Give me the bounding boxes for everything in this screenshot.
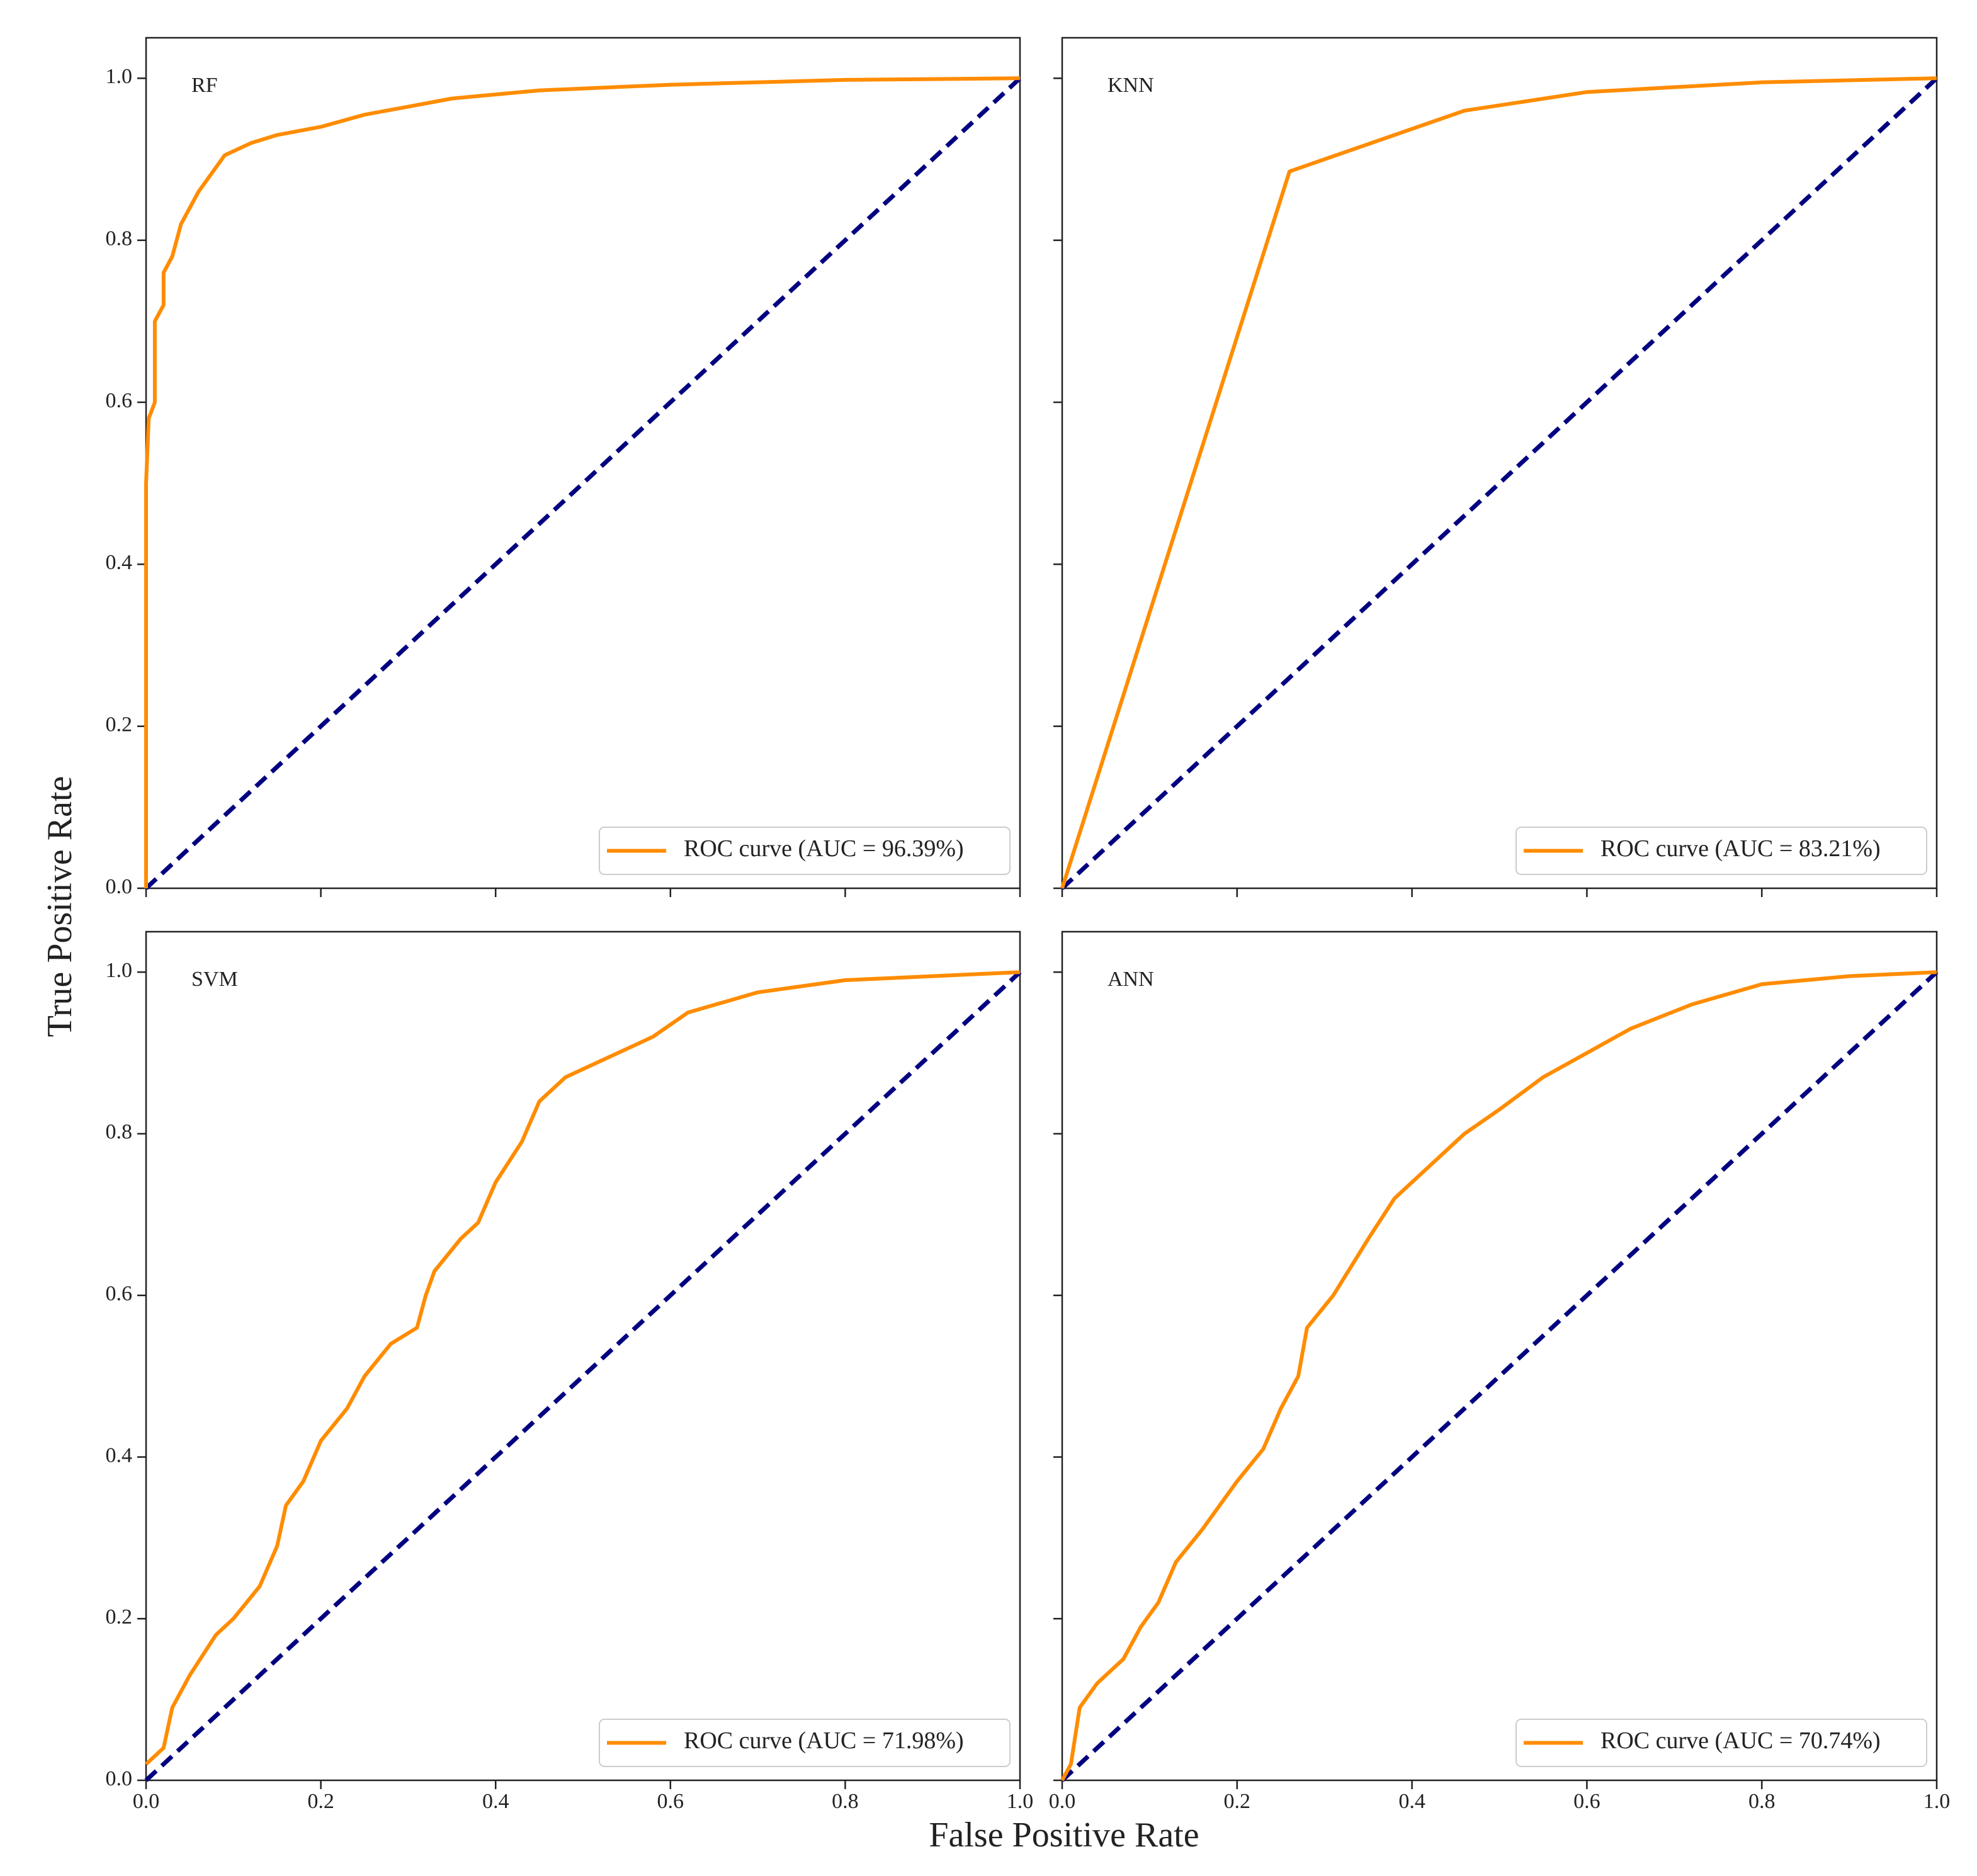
y-tick-label: 1.0	[106, 65, 133, 88]
reference-line	[1060, 76, 1939, 890]
legend-box	[599, 827, 1011, 875]
y-tick-label: 0.0	[106, 875, 133, 898]
x-tick-label: 1.0	[1007, 1790, 1034, 1813]
legend-label: ROC curve (AUC = 70.74%)	[1600, 1727, 1881, 1754]
legend-box	[1515, 827, 1927, 875]
y-tick-label: 0.6	[106, 389, 133, 412]
x-tick-label: 1.0	[1923, 1790, 1951, 1813]
reference-line	[144, 970, 1022, 1782]
roc-curve	[1060, 76, 1937, 889]
plot-frame	[1061, 930, 1938, 1782]
y-tick-label: 1.0	[106, 959, 133, 982]
x-tick-label: 0.0	[133, 1790, 160, 1813]
x-tick-label: 0.2	[307, 1790, 334, 1813]
legend: ROC curve (AUC = 71.98%)	[599, 1719, 1011, 1767]
panel-label: ANN	[1107, 968, 1154, 991]
y-tick-label: 0.4	[106, 551, 133, 574]
roc-curve	[144, 76, 1021, 888]
y-tick-label: 0.2	[106, 713, 133, 736]
x-tick-label: 0.6	[657, 1790, 684, 1813]
y-tick-label: 0.2	[106, 1605, 133, 1629]
roc-curve	[144, 970, 1021, 1766]
panel-label: RF	[191, 74, 218, 97]
y-tick-label: 0.6	[106, 1282, 133, 1306]
plot-frame	[145, 930, 1021, 1782]
x-tick-label: 0.8	[832, 1790, 859, 1813]
x-tick-label: 0.4	[1398, 1790, 1425, 1813]
y-tick-label: 0.8	[106, 1121, 133, 1144]
x-tick-label: 0.4	[482, 1790, 509, 1813]
plot-frame	[1061, 37, 1938, 890]
y-axis-label: True Positive Rate	[40, 776, 79, 1037]
panel-label: KNN	[1107, 74, 1154, 97]
roc-curve	[1060, 970, 1937, 1782]
legend-box	[1515, 1719, 1927, 1767]
x-tick-label: 0.0	[1049, 1790, 1076, 1813]
y-tick-label: 0.8	[106, 227, 133, 250]
legend: ROC curve (AUC = 83.21%)	[1515, 827, 1927, 875]
x-tick-label: 0.8	[1748, 1790, 1776, 1813]
x-tick-label: 0.2	[1224, 1790, 1251, 1813]
reference-line	[144, 76, 1022, 890]
legend-label: ROC curve (AUC = 71.98%)	[684, 1727, 964, 1754]
y-tick-label: 0.4	[106, 1444, 133, 1467]
panel-label: SVM	[191, 968, 238, 991]
reference-line	[1060, 970, 1939, 1782]
legend-label: ROC curve (AUC = 96.39%)	[684, 835, 964, 862]
x-tick-label: 0.6	[1573, 1790, 1600, 1813]
legend-label: ROC curve (AUC = 83.21%)	[1600, 835, 1881, 862]
legend: ROC curve (AUC = 70.74%)	[1515, 1719, 1927, 1767]
y-tick-label: 0.0	[106, 1767, 133, 1790]
plot-frame	[145, 37, 1021, 890]
legend: ROC curve (AUC = 96.39%)	[599, 827, 1011, 875]
legend-box	[599, 1719, 1011, 1767]
x-axis-label: False Positive Rate	[929, 1816, 1199, 1855]
